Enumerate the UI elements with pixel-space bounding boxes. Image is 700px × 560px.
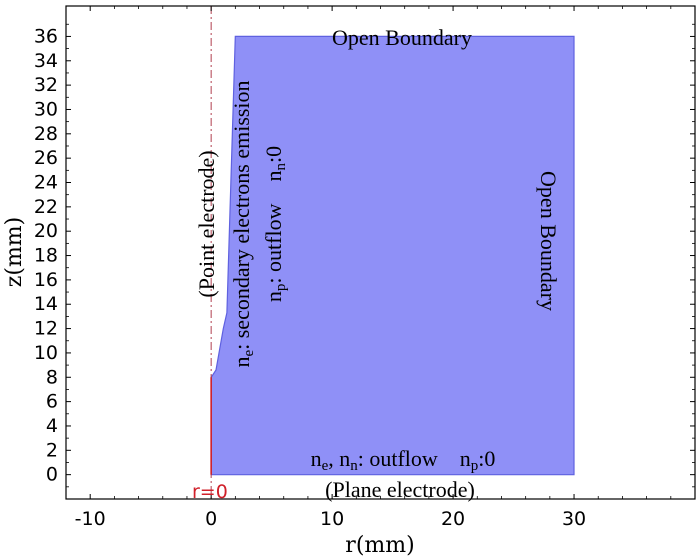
np-nn-boundary-condition: np: outflownn:0 <box>261 146 289 302</box>
y-tick-label: 24 <box>34 172 58 194</box>
x-tick-label: 30 <box>562 508 586 530</box>
y-tick-label: 8 <box>46 366 58 388</box>
x-tick-label: 10 <box>320 508 344 530</box>
np-sub: p <box>273 284 289 292</box>
y-tick-label: 26 <box>34 147 58 169</box>
x-axis-title: r(mm) <box>345 533 414 558</box>
y-tick-label: 28 <box>34 123 58 145</box>
y-tick-label: 36 <box>34 25 58 47</box>
np-var: n <box>261 291 286 302</box>
x-tick-label: 0 <box>205 508 217 530</box>
bottom-nn-text: : outflow <box>358 446 438 471</box>
y-tick-label: 14 <box>34 293 58 315</box>
y-tick-label: 12 <box>34 318 58 340</box>
x-tick-label: -10 <box>75 508 106 530</box>
y-tick-label: 16 <box>34 269 58 291</box>
ne-sub: e <box>241 350 257 357</box>
domain-polygon <box>210 35 575 476</box>
bottom-nn-sub: n <box>350 458 358 474</box>
top-boundary-label: Open Boundary <box>332 25 472 50</box>
nn-sub: n <box>273 163 289 171</box>
np-text: : outflow <box>261 203 286 283</box>
bottom-nn-var: n <box>339 446 350 471</box>
y-tick-label: 32 <box>34 74 58 96</box>
y-tick-label: 6 <box>46 391 58 413</box>
y-axis-title: z(mm) <box>2 217 27 287</box>
ne-var: n <box>229 357 254 368</box>
ne-boundary-condition: ne: secondary electrons emission <box>229 80 257 367</box>
point-electrode-label: (Point electrode) <box>194 150 219 297</box>
x-tick-label: 20 <box>441 508 465 530</box>
y-tick-label: 4 <box>46 415 58 437</box>
bottom-np-var: n <box>460 446 471 471</box>
y-tick-label: 30 <box>34 98 58 120</box>
ne-text: : secondary electrons emission <box>229 80 254 349</box>
plane-electrode-label: (Plane electrode) <box>325 477 475 502</box>
bottom-ne-sub: e <box>322 458 329 474</box>
bottom-boundary-condition: ne, nn: outflow np:0 <box>311 446 496 474</box>
x-axis-ticks: -10 0 10 20 30 <box>65 6 672 530</box>
symmetry-axis-label: r=0 <box>192 481 228 503</box>
bottom-np-sub: p <box>471 458 479 474</box>
y-tick-label: 2 <box>46 439 58 461</box>
nn-text: :0 <box>261 146 286 163</box>
y-tick-label: 18 <box>34 245 58 267</box>
bottom-sep: , <box>328 446 339 471</box>
y-tick-label: 34 <box>34 50 58 72</box>
bottom-np-text: :0 <box>478 446 495 471</box>
y-tick-label: 20 <box>34 220 58 242</box>
nn-var: n <box>261 171 286 182</box>
right-boundary-label: Open Boundary <box>536 171 561 311</box>
bottom-ne-var: n <box>311 446 322 471</box>
y-tick-label: 22 <box>34 196 58 218</box>
y-tick-label: 0 <box>46 464 58 486</box>
simulation-domain <box>210 35 575 476</box>
y-tick-label: 10 <box>34 342 58 364</box>
